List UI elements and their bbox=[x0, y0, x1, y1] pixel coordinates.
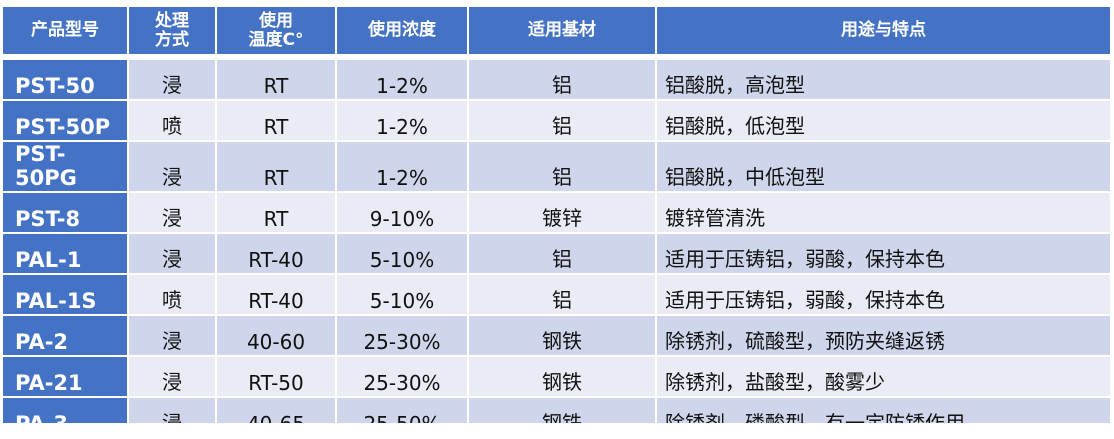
cell-temp: 40-60 bbox=[217, 316, 335, 355]
cell-model: PST-50PG bbox=[3, 142, 127, 191]
cell-temp: RT-50 bbox=[217, 357, 335, 396]
cell-temp: RT bbox=[217, 193, 335, 232]
cell-concentration: 25-30% bbox=[337, 357, 467, 396]
cell-substrate: 铝 bbox=[469, 101, 655, 140]
cell-method: 浸 bbox=[129, 357, 215, 396]
header-row: 产品型号 处理 方式 使用 温度C° 使用浓度 适用基材 用途与特点 bbox=[3, 7, 1110, 54]
cell-substrate: 镀锌 bbox=[469, 193, 655, 232]
cell-method: 喷 bbox=[129, 101, 215, 140]
cell-use: 铝酸脱，高泡型 bbox=[657, 60, 1110, 99]
cell-temp: RT-40 bbox=[217, 234, 335, 273]
cell-use: 适用于压铸铝，弱酸，保持本色 bbox=[657, 275, 1110, 314]
table-row: PAL-1S 喷 RT-40 5-10% 铝适用于压铸铝，弱酸，保持本色 bbox=[3, 275, 1110, 314]
header-model: 产品型号 bbox=[3, 7, 127, 54]
header-temp-line2: 温度C° bbox=[248, 29, 304, 50]
header-temp: 使用 温度C° bbox=[217, 7, 335, 54]
cell-use: 铝酸脱，低泡型 bbox=[657, 101, 1110, 140]
cell-substrate: 铝 bbox=[469, 234, 655, 273]
cell-model: PA-2 bbox=[3, 316, 127, 355]
cell-method: 浸 bbox=[129, 193, 215, 232]
table-row: PA-21 浸 RT-50 25-30% 钢铁 除锈剂，盐酸型，酸雾少 bbox=[3, 357, 1110, 396]
cell-method: 浸 bbox=[129, 60, 215, 99]
cell-temp: RT bbox=[217, 101, 335, 140]
cell-concentration: 1-2% bbox=[337, 60, 467, 99]
header-conc: 使用浓度 bbox=[337, 7, 467, 54]
cell-concentration: 1-2% bbox=[337, 101, 467, 140]
header-method-line1: 处理 bbox=[155, 10, 189, 31]
header-method-line2: 方式 bbox=[155, 29, 189, 50]
cell-substrate: 铝 bbox=[469, 60, 655, 99]
cell-method: 喷 bbox=[129, 275, 215, 314]
cell-use: 适用于压铸铝，弱酸，保持本色 bbox=[657, 234, 1110, 273]
cell-substrate: 钢铁 bbox=[469, 357, 655, 396]
cell-use: 镀锌管清洗 bbox=[657, 193, 1110, 232]
cell-concentration: 1-2% bbox=[337, 142, 467, 191]
cell-model: PAL-1S bbox=[3, 275, 127, 314]
cell-substrate: 铝 bbox=[469, 142, 655, 191]
table-row: PST-50PG 浸 RT 1-2% 铝铝酸脱，中低泡型 bbox=[3, 142, 1110, 191]
table-row: PA-2 浸 40-60 25-30% 钢铁 除锈剂，硫酸型，预防夹缝返锈 bbox=[3, 316, 1110, 355]
cell-method: 浸 bbox=[129, 234, 215, 273]
cell-method: 浸 bbox=[129, 142, 215, 191]
cell-use: 除锈剂，硫酸型，预防夹缝返锈 bbox=[657, 316, 1110, 355]
cell-substrate: 铝 bbox=[469, 275, 655, 314]
cell-concentration: 5-10% bbox=[337, 275, 467, 314]
cell-method: 浸 bbox=[129, 316, 215, 355]
table-row: PST-50P 喷 RT 1-2% 铝铝酸脱，低泡型 bbox=[3, 101, 1110, 140]
cell-model: PST-8 bbox=[3, 193, 127, 232]
cell-concentration: 9-10% bbox=[337, 193, 467, 232]
cell-model: PST-50 bbox=[3, 60, 127, 99]
header-temp-line1: 使用 bbox=[259, 10, 293, 31]
cell-model: PA-21 bbox=[3, 357, 127, 396]
table-row: PST-50 浸 RT 1-2% 铝铝酸脱，高泡型 bbox=[3, 60, 1110, 99]
cell-temp: RT bbox=[217, 142, 335, 191]
product-table: 产品型号 处理 方式 使用 温度C° 使用浓度 适用基材 用途与特点 PST-50 浸… bbox=[1, 5, 1112, 439]
table-row: PST-8 浸 RT 9-10% 镀锌 镀锌管清洗 bbox=[3, 193, 1110, 232]
cell-temp: RT bbox=[217, 60, 335, 99]
cell-use: 铝酸脱，中低泡型 bbox=[657, 142, 1110, 191]
table-row: PAL-1 浸 RT-40 5-10% 铝适用于压铸铝，弱酸，保持本色 bbox=[3, 234, 1110, 273]
cell-use: 除锈剂，盐酸型，酸雾少 bbox=[657, 357, 1110, 396]
cell-concentration: 5-10% bbox=[337, 234, 467, 273]
header-use: 用途与特点 bbox=[657, 7, 1110, 54]
cell-model: PST-50P bbox=[3, 101, 127, 140]
cell-substrate: 钢铁 bbox=[469, 316, 655, 355]
header-method: 处理 方式 bbox=[129, 7, 215, 54]
header-substrate: 适用基材 bbox=[469, 7, 655, 54]
cell-model: PAL-1 bbox=[3, 234, 127, 273]
cell-concentration: 25-30% bbox=[337, 316, 467, 355]
cell-temp: RT-40 bbox=[217, 275, 335, 314]
